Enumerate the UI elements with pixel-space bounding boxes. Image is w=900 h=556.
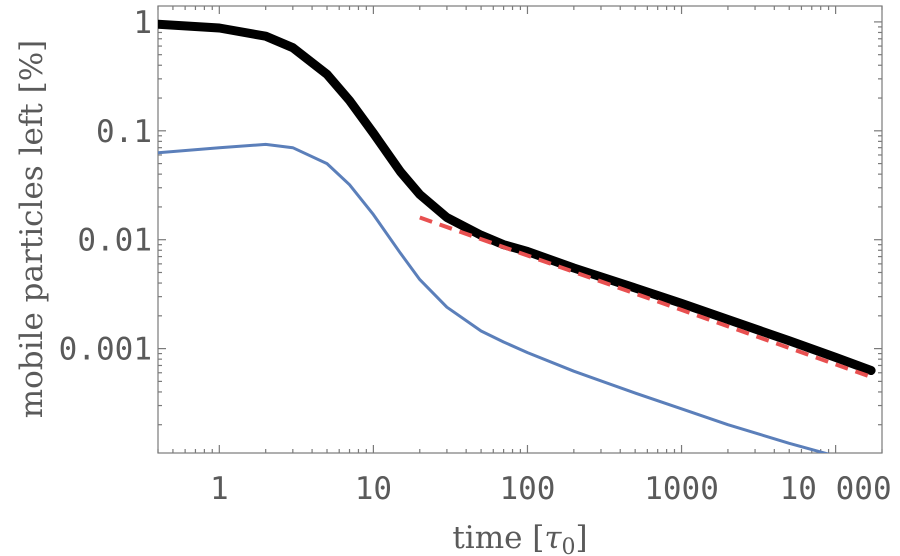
x-tick-label: 100 xyxy=(499,471,555,507)
tick-labels: 1 10 100 1000 10 000 1 0.1 0.01 0.001 xyxy=(59,5,892,507)
x-tick-label: 1000 xyxy=(644,471,719,507)
y-tick-label: 0.1 xyxy=(96,114,152,150)
series-fit-line xyxy=(419,215,872,379)
x-tick-label: 10 xyxy=(355,471,392,507)
series-total-line xyxy=(158,19,876,375)
y-tick-label: 0.001 xyxy=(59,332,152,368)
x-tick-label: 1 xyxy=(210,471,229,507)
y-axis-label: mobile particles left [%] xyxy=(14,40,50,419)
series-group xyxy=(158,19,876,453)
x-tick-label: 10 000 xyxy=(780,471,892,507)
y-tick-label: 0.01 xyxy=(77,223,152,259)
x-axis-label: time [τ0] xyxy=(452,520,587,556)
tick-marks xyxy=(157,6,883,453)
series-component-line xyxy=(158,142,831,453)
plot-frame xyxy=(157,5,883,454)
y-tick-label: 1 xyxy=(133,5,152,41)
